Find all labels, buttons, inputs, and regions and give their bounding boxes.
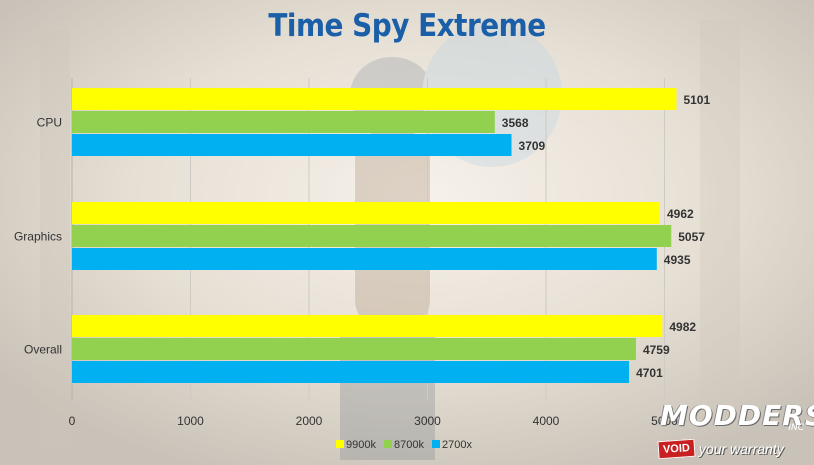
x-tick-label: 1000 bbox=[177, 414, 204, 428]
data-label: 5057 bbox=[678, 230, 705, 244]
x-tick-label: 3000 bbox=[414, 414, 441, 428]
watermark-brand: MODDERS bbox=[660, 399, 814, 432]
x-tick-label: 4000 bbox=[533, 414, 560, 428]
bar-8700k bbox=[72, 111, 495, 133]
bar-9900k bbox=[72, 315, 663, 337]
data-label: 5101 bbox=[683, 93, 710, 107]
category-label: Overall bbox=[24, 343, 62, 357]
data-label: 3568 bbox=[502, 116, 529, 130]
watermark-logo: MODDERS INC VOID your warranty bbox=[657, 399, 814, 461]
watermark-tagline: VOID your warranty bbox=[657, 438, 784, 460]
category-label: Graphics bbox=[14, 230, 62, 244]
watermark-void-badge: VOID bbox=[657, 438, 696, 460]
legend-swatch bbox=[431, 440, 440, 448]
bar-2700x bbox=[72, 361, 630, 383]
x-tick-label: 0 bbox=[69, 414, 76, 428]
bar-2700x bbox=[72, 248, 657, 270]
legend-label: 9900k bbox=[346, 439, 376, 451]
watermark-inc: INC bbox=[788, 423, 804, 433]
legend-swatch bbox=[336, 440, 344, 448]
data-label: 4759 bbox=[643, 343, 670, 357]
chart-title: Time Spy Extreme bbox=[268, 8, 546, 44]
data-label: 4982 bbox=[669, 320, 696, 334]
bar-9900k bbox=[72, 88, 677, 110]
data-label: 4935 bbox=[664, 253, 691, 267]
legend-swatch bbox=[383, 440, 392, 448]
legend-label: 8700k bbox=[394, 439, 424, 451]
bar-8700k bbox=[72, 338, 636, 360]
watermark-slogan: your warranty bbox=[698, 441, 784, 457]
data-label: 4701 bbox=[636, 366, 663, 380]
bar-9900k bbox=[72, 202, 660, 224]
data-label: 3709 bbox=[519, 139, 546, 153]
x-tick-label: 5000 bbox=[651, 414, 678, 428]
x-tick-label: 2000 bbox=[296, 414, 323, 428]
legend-label: 2700x bbox=[442, 439, 472, 451]
data-label: 4962 bbox=[667, 207, 694, 221]
bar-8700k bbox=[72, 225, 672, 247]
bar-2700x bbox=[72, 134, 512, 156]
plot-area: 0 1000 2000 3000 4000 5000 5101 3568 3709 CPU 4962… bbox=[14, 78, 710, 451]
category-label: CPU bbox=[37, 116, 62, 130]
